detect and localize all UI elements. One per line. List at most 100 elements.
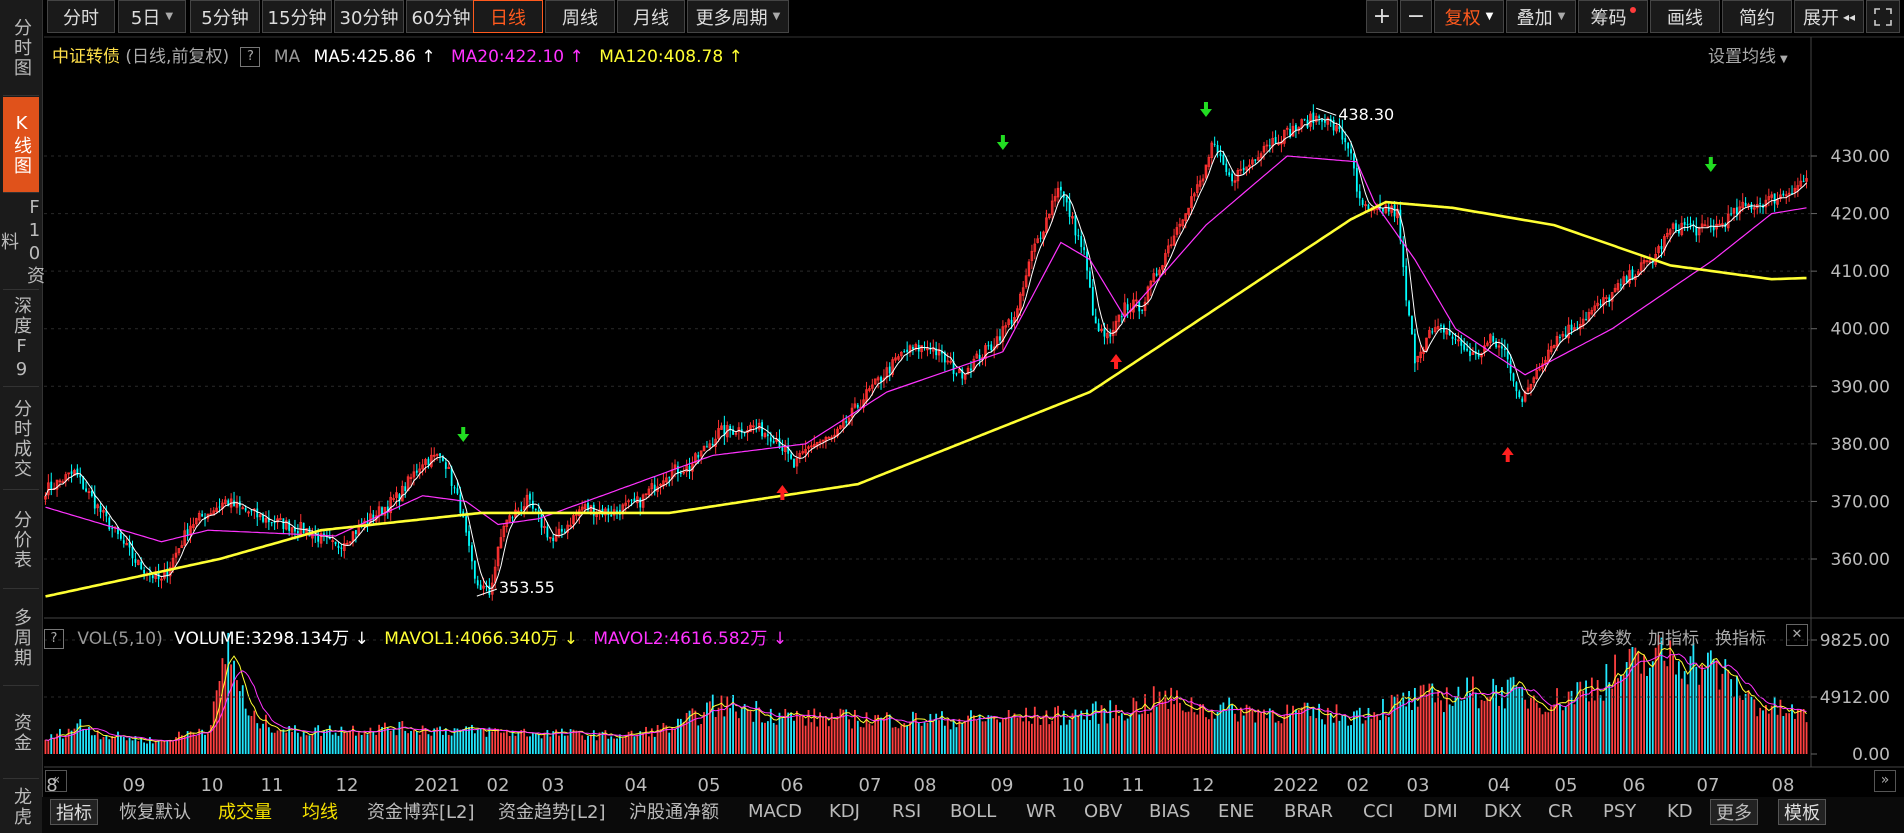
indicator-obv[interactable]: OBV: [1084, 800, 1123, 822]
zoom-out-button[interactable]: −: [1400, 0, 1432, 33]
period-intraday[interactable]: 分时: [47, 0, 115, 33]
volume-bar: [1503, 708, 1506, 754]
candle-body: [264, 517, 268, 523]
indicator-ma[interactable]: 均线: [302, 802, 338, 823]
volume-bar: [471, 724, 473, 754]
adjust-button[interactable]: 复权 ▼: [1434, 0, 1504, 33]
indicator-macd[interactable]: MACD: [748, 800, 802, 822]
indicator-capital-trend[interactable]: 资金趋势[L2]: [498, 802, 606, 823]
period-more[interactable]: 更多周期 ▼: [687, 0, 789, 33]
tab-depth-f9[interactable]: 深度F9: [3, 291, 39, 387]
volume-bar: [143, 742, 145, 754]
switch-indicator-button[interactable]: 换指标: [1715, 629, 1766, 649]
volume-bar: [314, 727, 317, 754]
draw-line-button[interactable]: 画线: [1650, 0, 1720, 33]
volume-bar: [729, 708, 732, 754]
volume-bar: [1483, 700, 1486, 754]
indicator-northbound[interactable]: 沪股通净额: [629, 802, 719, 823]
edit-params-button[interactable]: 改参数: [1581, 629, 1632, 649]
volume-bar: [1585, 680, 1587, 754]
candle-body: [888, 366, 891, 374]
period-daily[interactable]: 日线: [473, 0, 543, 33]
indicator-psy[interactable]: PSY: [1603, 800, 1637, 822]
candle-body: [340, 547, 343, 549]
tab-intraday[interactable]: 分时图: [3, 0, 39, 96]
chips-button[interactable]: 筹码: [1578, 0, 1648, 33]
candle-body: [1358, 191, 1361, 199]
tab-kline[interactable]: K线图: [3, 97, 39, 193]
volume-bar: [500, 732, 502, 754]
candle-body: [1239, 169, 1243, 171]
restore-default-button[interactable]: 恢复默认: [119, 802, 191, 823]
candle-body: [1639, 262, 1643, 271]
candle-body: [734, 432, 738, 435]
expand-button[interactable]: 展开 ◂◂: [1794, 0, 1864, 33]
kline-mode: (日线,前复权): [125, 47, 230, 67]
scroll-right-button[interactable]: »: [1874, 770, 1896, 792]
period-5day[interactable]: 5日 ▼: [118, 0, 186, 33]
candle-body: [1585, 318, 1587, 320]
indicator-kd[interactable]: KD: [1667, 800, 1693, 822]
overlay-button[interactable]: 叠加 ▼: [1506, 0, 1576, 33]
indicator-ene[interactable]: ENE: [1218, 800, 1255, 822]
tab-dragon-tiger[interactable]: 龙虎: [11, 786, 32, 827]
chevron-down-icon: ▼: [772, 11, 781, 22]
add-indicator-button[interactable]: 加指标: [1648, 629, 1699, 649]
help-icon[interactable]: ?: [44, 629, 64, 649]
volume-bar: [1393, 696, 1396, 754]
volume-bar: [1605, 664, 1608, 754]
ma-settings-button[interactable]: 设置均线 ▼: [1708, 47, 1788, 67]
volume-bar: [1727, 669, 1730, 754]
more-indicators-button[interactable]: 更多: [1710, 799, 1758, 825]
indicator-rsi[interactable]: RSI: [892, 800, 922, 822]
indicator-tab-label[interactable]: 指标: [50, 799, 98, 825]
candle-body: [328, 537, 331, 540]
scroll-left-button[interactable]: «: [45, 770, 67, 792]
period-monthly[interactable]: 月线: [617, 0, 685, 33]
volume-bar: [1202, 704, 1204, 754]
volume-bar: [575, 730, 578, 754]
simple-mode-button[interactable]: 简约: [1722, 0, 1792, 33]
indicator-cr[interactable]: CR: [1548, 800, 1574, 822]
tab-funds[interactable]: 资金: [3, 687, 39, 779]
tab-tick-trades[interactable]: 分时成交: [3, 388, 39, 490]
volume-bar: [1785, 713, 1788, 754]
period-30min[interactable]: 30分钟: [334, 0, 404, 33]
candle-body: [1367, 204, 1370, 210]
help-icon[interactable]: ?: [240, 47, 261, 67]
candle-body: [174, 552, 178, 558]
zoom-in-button[interactable]: +: [1366, 0, 1398, 33]
indicator-boll[interactable]: BOLL: [950, 800, 997, 822]
indicator-wr[interactable]: WR: [1026, 800, 1057, 822]
indicator-capital-game[interactable]: 资金博弈[L2]: [367, 802, 475, 823]
indicator-brar[interactable]: BRAR: [1284, 800, 1333, 822]
volume-bar: [653, 736, 656, 754]
candle-body: [737, 427, 741, 433]
kline-chart[interactable]: 438.30 353.55 430.00 420.00 410.00 400.00 390…: [0, 0, 1904, 797]
close-icon[interactable]: ✕: [1786, 624, 1808, 646]
period-5min[interactable]: 5分钟: [190, 0, 260, 33]
volume-bar: [201, 729, 204, 754]
fullscreen-button[interactable]: [1866, 0, 1900, 33]
volume-bar: [1643, 654, 1645, 754]
candle-body: [276, 518, 279, 523]
volume-bar: [1570, 690, 1573, 754]
time-tick-label: 07: [1697, 775, 1720, 796]
tab-price-table[interactable]: 分价表: [3, 491, 39, 589]
indicator-kdj[interactable]: KDJ: [829, 800, 860, 822]
indicator-volume[interactable]: 成交量: [218, 802, 272, 823]
period-60min[interactable]: 60分钟: [406, 0, 476, 33]
indicator-cci[interactable]: CCI: [1363, 800, 1394, 822]
period-15min[interactable]: 15分钟: [262, 0, 332, 33]
indicator-bias[interactable]: BIAS: [1149, 800, 1191, 822]
volume-bar: [125, 740, 128, 754]
candle-body: [1616, 283, 1620, 291]
indicator-dkx[interactable]: DKX: [1484, 800, 1522, 822]
template-button[interactable]: 模板: [1778, 799, 1826, 825]
tab-multi-period[interactable]: 多周期: [3, 590, 39, 686]
period-weekly[interactable]: 周线: [545, 0, 615, 33]
volume-bar: [1205, 717, 1207, 754]
volume-bar: [888, 714, 891, 754]
candle-body: [227, 500, 230, 507]
indicator-dmi[interactable]: DMI: [1423, 800, 1458, 822]
